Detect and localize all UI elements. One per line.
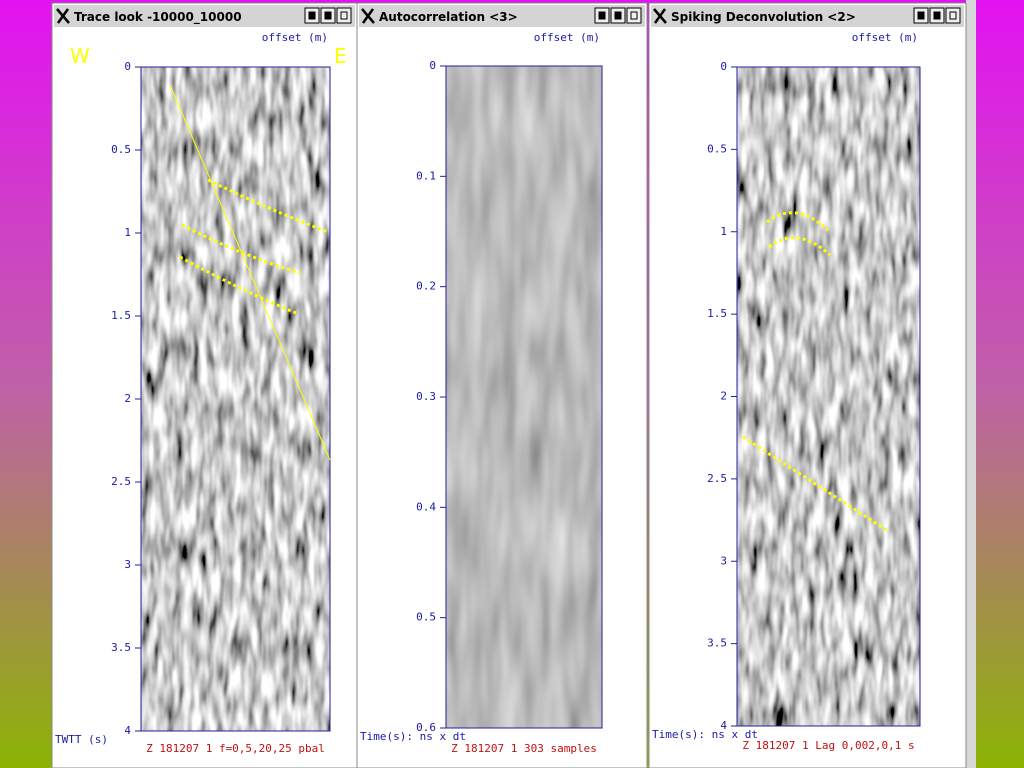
tick-label: 3.5 [707,637,727,650]
maximize-glyph [324,11,332,20]
close-button[interactable] [336,7,352,24]
title-bar [651,5,964,27]
maximize-glyph [933,11,941,20]
tick-label: 0.4 [416,500,436,513]
tick-label: 4 [720,719,727,732]
x-icon [361,8,375,24]
minimize-glyph [598,11,606,20]
axis-label: offset (m) [262,31,328,44]
close-glyph [630,11,638,20]
tick-label: 0 [429,59,436,72]
close-glyph [949,11,957,20]
tick-label: 0.5 [707,142,727,155]
tick-label: 0.1 [416,169,436,182]
pick-line [766,211,830,232]
window-title: Spiking Deconvolution <2> [671,10,856,24]
close-button[interactable] [945,7,961,24]
status-line: Z 181207 1 f=0,5,20,25 pbal [146,742,325,755]
window: Autocorrelation <3> offset (m) 0 0.1 0.2 0.3 0… [356,2,648,768]
unit-label: Time(s): ns x dt [360,730,466,743]
unit-label: Time(s): ns x dt [652,728,758,741]
tick-label: 3.5 [111,641,131,654]
pick-line [169,84,331,461]
west-marker: W [70,44,90,68]
status-line: Z 181207 1 303 samples [451,742,597,755]
tick-label: 3 [720,554,727,567]
window: Spiking Deconvolution <2> offset (m) 0 0.5 1… [648,2,967,768]
pick-line [207,178,329,234]
tick-label: 0 [124,60,131,73]
unit-label: TWTT (s) [55,733,108,746]
minimize-glyph [917,11,925,20]
axis-label: offset (m) [534,31,600,44]
seismic-panel [141,67,330,731]
pick-line [768,236,832,257]
tick-label: 0.3 [416,390,436,403]
tick-label: 2 [124,392,131,405]
tick-label: 1.5 [707,307,727,320]
window-title: Autocorrelation <3> [379,10,518,24]
close-glyph [340,11,348,20]
status-line: Z 181207 1 Lag 0,002,0,1 s [742,739,914,752]
axis-label: offset (m) [852,31,918,44]
seismic-panel [737,67,920,726]
tick-label: 4 [124,724,131,737]
tick-label: 0 [720,60,727,73]
x-icon [653,8,667,24]
seismic-panel [446,66,602,728]
tick-label: 2.5 [707,472,727,485]
pick-line [742,435,889,533]
tick-label: 1.5 [111,309,131,322]
tick-label: 3 [124,558,131,571]
maximize-glyph [614,11,622,20]
pick-line [179,255,297,315]
x-icon [56,8,70,24]
pick-line [181,223,301,275]
minimize-glyph [308,11,316,20]
east-marker: E [334,44,347,68]
tick-label: 0.2 [416,280,436,293]
tick-label: 2.5 [111,475,131,488]
tick-label: 0.5 [416,611,436,624]
title-bar [359,5,645,27]
tick-label: 2 [720,390,727,403]
tick-label: 1 [124,226,131,239]
title-bar [54,5,355,27]
window-edge [966,0,976,768]
tick-label: 0.5 [111,143,131,156]
close-button[interactable] [626,7,642,24]
tick-label: 0.6 [416,721,436,734]
window-title: Trace look -10000_10000 [74,10,242,25]
tick-label: 1 [720,225,727,238]
